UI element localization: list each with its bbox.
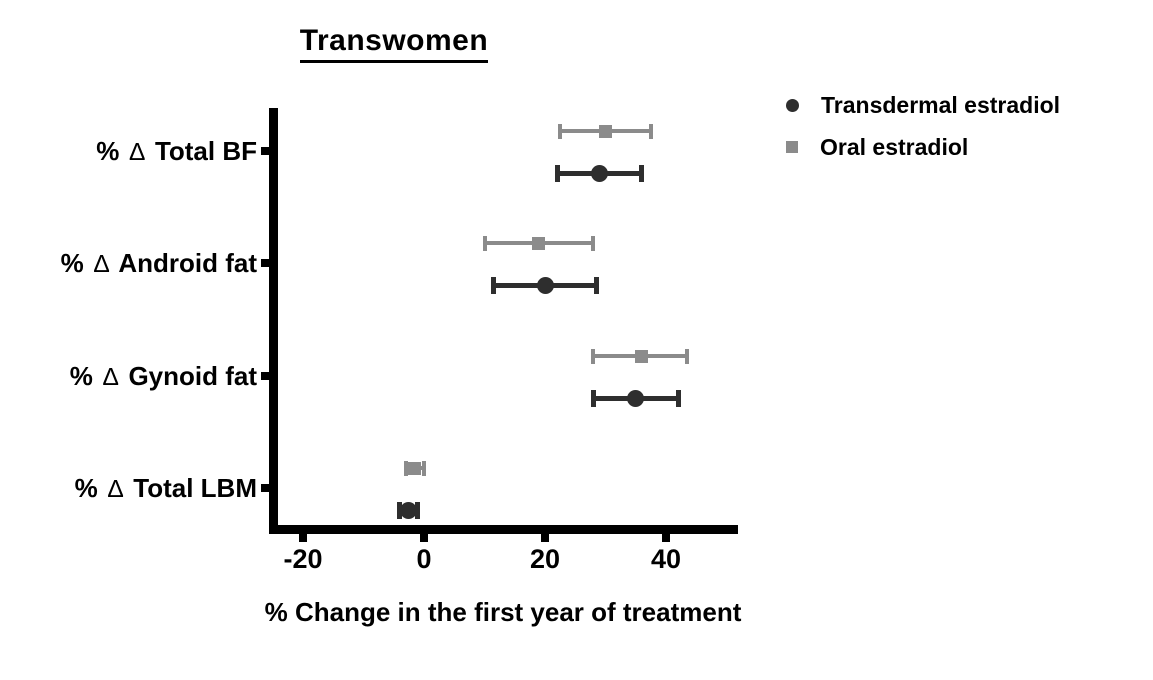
data-marker-circle [590, 164, 608, 182]
legend-marker-circle [786, 98, 799, 112]
x-tick-mark [541, 532, 549, 542]
error-bar-cap [558, 123, 563, 139]
x-tick-label: -20 [283, 544, 323, 574]
legend-label: Transdermal estradiol [821, 91, 1061, 118]
data-marker-square [532, 236, 546, 250]
data-marker-circle [400, 501, 418, 519]
data-marker-square [635, 349, 649, 363]
y-tick-mark [261, 259, 269, 267]
error-bar-cap [397, 501, 403, 519]
chart-title-wrap: Transwomen [244, 24, 544, 63]
chart-title: Transwomen [299, 24, 489, 63]
error-bar-cap [415, 501, 421, 519]
x-tick-mark [662, 532, 670, 542]
y-tick-mark [261, 484, 269, 492]
x-tick-label: 40 [650, 544, 682, 574]
data-marker-circle [627, 389, 645, 407]
x-tick-label: 0 [416, 544, 432, 574]
data-marker-square [599, 124, 612, 138]
category-label: % ∆ Total LBM [74, 473, 257, 503]
error-bar-cap [591, 235, 596, 251]
y-tick-mark [261, 147, 269, 155]
error-bar-cap [675, 389, 681, 407]
error-bar-cap [590, 389, 596, 407]
legend-item: Oral estradiol [786, 126, 1060, 168]
error-bar-cap [491, 276, 497, 294]
category-label: % ∆ Total BF [96, 136, 257, 166]
legend-item: Transdermal estradiol [786, 84, 1060, 126]
error-bar-cap [685, 348, 690, 364]
y-axis-line [269, 108, 278, 534]
error-bar-cap [422, 460, 426, 476]
error-bar-cap [591, 348, 596, 364]
category-label: % ∆ Android fat [60, 248, 257, 278]
delta-glyph: ∆ [107, 476, 124, 503]
legend-marker-square [786, 141, 798, 153]
data-marker-circle [536, 276, 554, 294]
x-axis-label: % Change in the first year of treatment [264, 597, 742, 627]
legend: Transdermal estradiol Oral estradiol [786, 84, 1060, 168]
error-bar-cap [554, 164, 560, 182]
error-bar-cap [403, 460, 408, 476]
error-bar-cap [648, 123, 653, 139]
delta-glyph: ∆ [93, 251, 110, 278]
x-tick-label: 20 [529, 544, 561, 574]
delta-glyph: ∆ [103, 364, 119, 391]
x-tick-mark [420, 532, 428, 542]
category-label: % ∆ Gynoid fat [69, 361, 257, 391]
error-bar-cap [639, 164, 645, 182]
y-tick-mark [261, 372, 269, 380]
data-marker-square [408, 461, 422, 475]
x-axis-line [269, 525, 738, 534]
error-bar-cap [593, 276, 599, 294]
delta-glyph: ∆ [129, 139, 145, 166]
x-tick-mark [299, 532, 307, 542]
legend-label: Oral estradiol [820, 133, 969, 160]
error-bar-cap [482, 235, 487, 251]
